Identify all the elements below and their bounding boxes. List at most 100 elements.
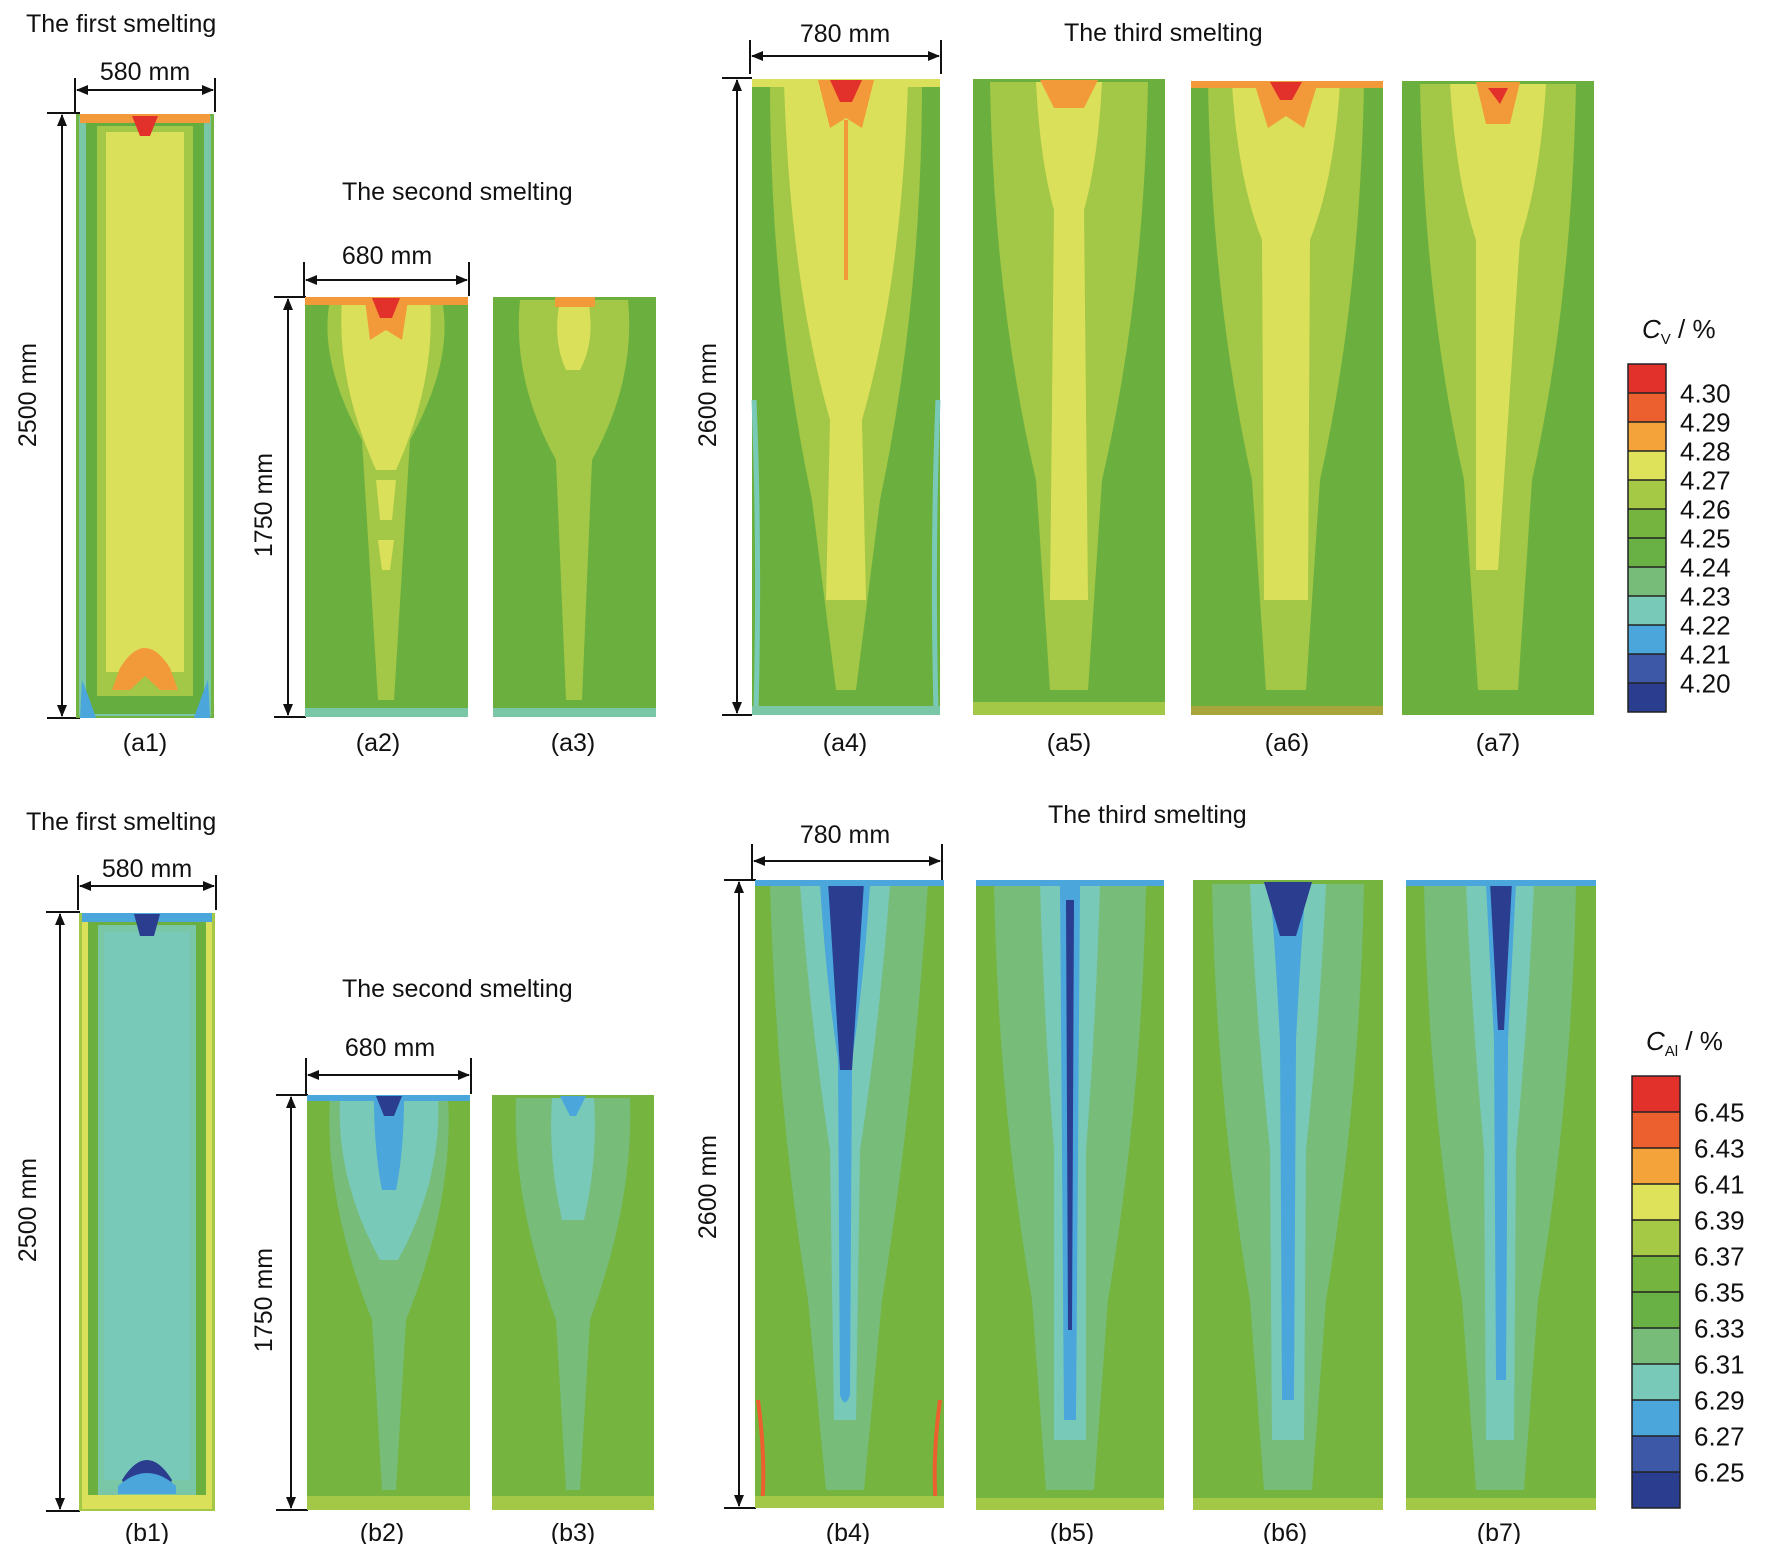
row-b: The first smelting The second smelting T…: [14, 801, 1745, 1544]
colorbar-swatch: [1632, 1328, 1680, 1364]
colorbar-tick-label: 6.31: [1694, 1349, 1745, 1379]
ingot-contour-b4: [755, 880, 944, 1508]
colorbar-tick-label: 4.26: [1680, 494, 1731, 524]
panel-label-b4: (b4): [826, 1519, 870, 1544]
ingot-contour-b2: [307, 1095, 470, 1510]
height-dimension-a1: 2500 mm: [14, 112, 80, 719]
colorbar-tick-label: 4.22: [1680, 610, 1731, 640]
height-dimension-b1: 2500 mm: [14, 911, 80, 1512]
width-label-a4: 780 mm: [800, 20, 890, 48]
colorbar-swatch: [1632, 1112, 1680, 1148]
height-dimension-a2: 1750 mm: [250, 296, 306, 718]
ingot-contour-b5: [976, 880, 1164, 1510]
panel-label-b2: (b2): [360, 1519, 404, 1544]
height-dimension-a4: 2600 mm: [694, 77, 752, 716]
colorbar-swatch: [1628, 364, 1666, 393]
ingot-contour-a5: [973, 79, 1165, 715]
width-dimension-a4: 780 mm: [749, 20, 942, 74]
colorbar-tick-label: 6.33: [1694, 1313, 1745, 1343]
colorbar-tick-label: 6.43: [1694, 1133, 1745, 1163]
colorbar-tick-label: 6.37: [1694, 1241, 1745, 1271]
colorbar-swatch: [1628, 393, 1666, 422]
colorbar-swatch: [1632, 1472, 1680, 1508]
panel-label-a3: (a3): [551, 729, 595, 757]
ingot-contour-a7: [1402, 81, 1594, 715]
width-label-a2: 680 mm: [342, 242, 432, 270]
second-smelting-title-a: The second smelting: [342, 178, 573, 206]
colorbar-tick-label: 6.25: [1694, 1457, 1745, 1487]
colorbar-tick-label: 6.35: [1694, 1277, 1745, 1307]
colorbar-tick-label: 4.30: [1680, 378, 1731, 408]
colorbar-tick-label: 4.24: [1680, 552, 1731, 582]
ingot-contour-a4: [751, 79, 941, 715]
row-a: The first smelting The second smelting T…: [14, 10, 1731, 757]
panel-label-b5: (b5): [1050, 1519, 1094, 1544]
panel-labels-b: (b1) (b2) (b3) (b4) (b5) (b6) (b7): [125, 1519, 1521, 1544]
colorbar-swatch: [1632, 1364, 1680, 1400]
colorbar-tick-label: 6.45: [1694, 1097, 1745, 1127]
colorbar-swatch: [1628, 625, 1666, 654]
height-dimension-b2: 1750 mm: [250, 1094, 308, 1511]
panel-label-b7: (b7): [1477, 1519, 1521, 1544]
colorbar-tick-label: 4.29: [1680, 407, 1731, 437]
colorbar-swatch: [1628, 538, 1666, 567]
colorbar-swatch: [1628, 567, 1666, 596]
colorbar-swatch: [1632, 1292, 1680, 1328]
width-dimension-b1: 580 mm: [77, 855, 217, 910]
colorbar-swatch: [1628, 509, 1666, 538]
panel-label-a4: (a4): [823, 729, 867, 757]
colorbar-swatch: [1632, 1076, 1680, 1112]
height-label-a2: 1750 mm: [250, 453, 278, 557]
colorbar-b: 6.45 6.43 6.41 6.39 6.37 6.35 6.33 6.31 6.29 6.27…: [1631, 1075, 1745, 1509]
ingot-contour-a1: [76, 114, 214, 718]
third-smelting-title-a: The third smelting: [1064, 19, 1263, 47]
colorbar-tick-label: 4.28: [1680, 436, 1731, 466]
colorbar-swatch: [1628, 596, 1666, 625]
colorbar-swatch: [1632, 1220, 1680, 1256]
colorbar-swatch: [1628, 683, 1666, 712]
height-label-a1: 2500 mm: [14, 343, 42, 447]
colorbar-swatch: [1632, 1436, 1680, 1472]
panel-label-b3: (b3): [551, 1519, 595, 1544]
colorbar-tick-label: 4.25: [1680, 523, 1731, 553]
colorbar-swatch: [1632, 1184, 1680, 1220]
width-dimension-a2: 680 mm: [303, 242, 470, 296]
panel-label-a2: (a2): [356, 729, 400, 757]
colorbar-tick-label: 4.21: [1680, 639, 1731, 669]
height-label-b4: 2600 mm: [694, 1135, 722, 1239]
panel-label-a7: (a7): [1476, 729, 1520, 757]
legend-title-b: CAl / %: [1646, 1026, 1723, 1060]
width-label-b4: 780 mm: [800, 821, 890, 849]
width-label-a1: 580 mm: [100, 58, 190, 86]
colorbar-tick-label: 6.39: [1694, 1205, 1745, 1235]
ingot-contour-a2: [305, 297, 468, 717]
width-dimension-a1: 580 mm: [74, 58, 216, 112]
panel-label-b1: (b1): [125, 1519, 169, 1544]
legend-title-a: CV / %: [1642, 314, 1716, 348]
panel-label-a1: (a1): [123, 729, 167, 757]
panel-label-a6: (a6): [1265, 729, 1309, 757]
colorbar-tick-label: 4.20: [1680, 668, 1731, 698]
first-smelting-title-a: The first smelting: [26, 10, 216, 38]
colorbar-tick-label: 6.27: [1694, 1421, 1745, 1451]
height-label-b1: 2500 mm: [14, 1158, 42, 1262]
colorbar-tick-label: 6.41: [1694, 1169, 1745, 1199]
colorbar-swatch: [1632, 1400, 1680, 1436]
height-dimension-b4: 2600 mm: [694, 879, 756, 1509]
colorbar-tick-label: 4.23: [1680, 581, 1731, 611]
ingot-contour-b6: [1193, 880, 1383, 1510]
ingot-contour-a6: [1191, 81, 1383, 715]
panel-label-a5: (a5): [1047, 729, 1091, 757]
panel-labels-a: (a1) (a2) (a3) (a4) (a5) (a6) (a7): [123, 729, 1520, 757]
ingot-contour-b7: [1406, 880, 1596, 1510]
colorbar-tick-label: 6.29: [1694, 1385, 1745, 1415]
colorbar-legend-a: CV / % 4.304.294.284.274.264.254.244.234…: [1627, 314, 1731, 713]
height-label-a4: 2600 mm: [694, 343, 722, 447]
width-dimension-b4: 780 mm: [751, 821, 943, 880]
second-smelting-title-b: The second smelting: [342, 975, 573, 1003]
ingot-contour-b3: [492, 1095, 654, 1510]
first-smelting-title-b: The first smelting: [26, 808, 216, 836]
width-label-b1: 580 mm: [102, 855, 192, 883]
colorbar-swatch: [1628, 451, 1666, 480]
